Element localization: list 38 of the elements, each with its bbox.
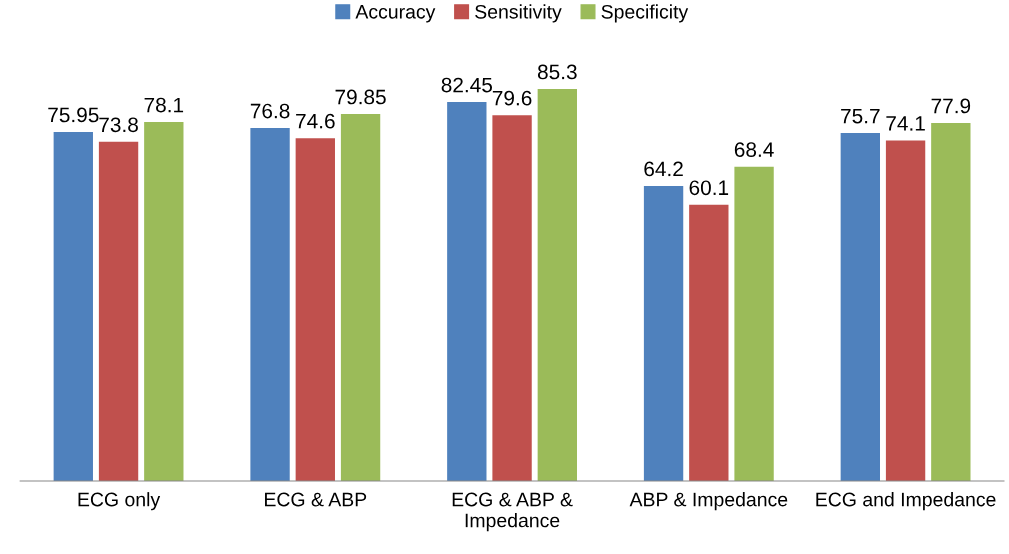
data-label: 79.85 [335, 89, 386, 105]
legend-label: Accuracy [355, 5, 436, 23]
bar [340, 114, 381, 481]
data-label: 78.1 [144, 97, 184, 113]
data-label: 85.3 [537, 64, 577, 80]
data-label: 76.8 [250, 103, 290, 119]
data-label: 82.45 [441, 77, 493, 93]
bar [537, 89, 577, 481]
bar [250, 128, 290, 481]
bar [885, 140, 926, 481]
x-tick-label: ABP & Impedance [629, 492, 788, 511]
data-label: 73.8 [99, 117, 138, 133]
bar [295, 138, 335, 481]
x-tick-label: ECG only [78, 492, 161, 511]
data-label: 79.6 [492, 90, 532, 106]
data-label: 68.4 [734, 142, 774, 157]
x-tick-label: ECG & ABP & Impedance [452, 492, 573, 532]
bar [931, 123, 971, 481]
legend-label: Specificity [601, 4, 689, 23]
data-label: 74.1 [886, 116, 925, 131]
data-label: 77.9 [931, 98, 971, 114]
data-label: 64.2 [644, 161, 683, 177]
bar [447, 102, 487, 481]
bar [840, 133, 880, 481]
x-tick-label: ECG & ABP [265, 492, 367, 507]
bar [492, 115, 532, 481]
bar [53, 131, 93, 481]
x-tick-label: ECG and Impedance [816, 492, 996, 511]
data-label: 75.7 [841, 108, 880, 124]
bar [689, 204, 729, 481]
data-label: 75.95 [48, 107, 99, 123]
bar [734, 166, 774, 481]
bar [643, 185, 684, 481]
bar [98, 141, 139, 481]
legend-label: Sensitivity [475, 4, 562, 23]
bar [144, 122, 184, 481]
data-label: 60.1 [689, 180, 729, 196]
data-label: 74.6 [296, 113, 335, 129]
